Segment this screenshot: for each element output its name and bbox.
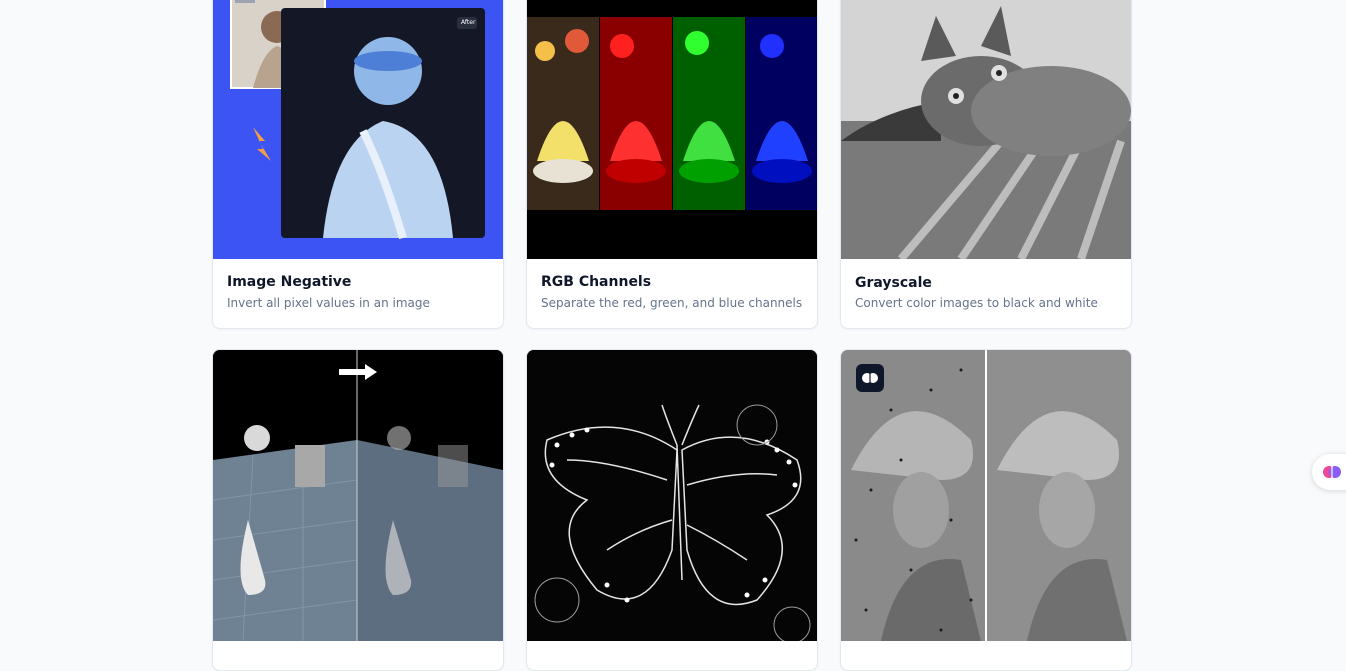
image-negative-thumbnail: After (213, 0, 503, 259)
card-grayscale[interactable]: Grayscale Convert color images to black … (840, 0, 1132, 329)
card-rgb-channels[interactable]: RGB Channels Separate the red, green, an… (526, 0, 818, 329)
rgb-channels-thumbnail (527, 0, 817, 259)
grayscale-thumbnail (841, 0, 1131, 259)
brain-icon (1323, 466, 1341, 478)
card-denoise[interactable] (840, 349, 1132, 671)
edge-detection-thumbnail (527, 350, 817, 641)
arrow-right-icon (339, 364, 377, 380)
floating-assistant-button[interactable] (1312, 454, 1346, 490)
card-description: Invert all pixel values in an image (227, 296, 430, 310)
brain-badge (856, 364, 884, 392)
card-blur[interactable] (212, 349, 504, 671)
card-edge-detection[interactable] (526, 349, 818, 671)
card-title: Grayscale (855, 275, 932, 291)
brain-icon (862, 373, 878, 383)
card-description: Separate the red, green, and blue channe… (541, 296, 803, 310)
butterfly-edges (527, 350, 817, 641)
after-label: After (461, 19, 476, 26)
card-title: Image Negative (227, 274, 352, 290)
card-description: Convert color images to black and white (855, 296, 1098, 310)
card-title: RGB Channels (541, 274, 652, 290)
denoise-thumbnail (841, 350, 1131, 641)
card-image-negative[interactable]: After Image Negative Invert all pixel va… (212, 0, 504, 329)
blur-thumbnail (213, 350, 503, 641)
